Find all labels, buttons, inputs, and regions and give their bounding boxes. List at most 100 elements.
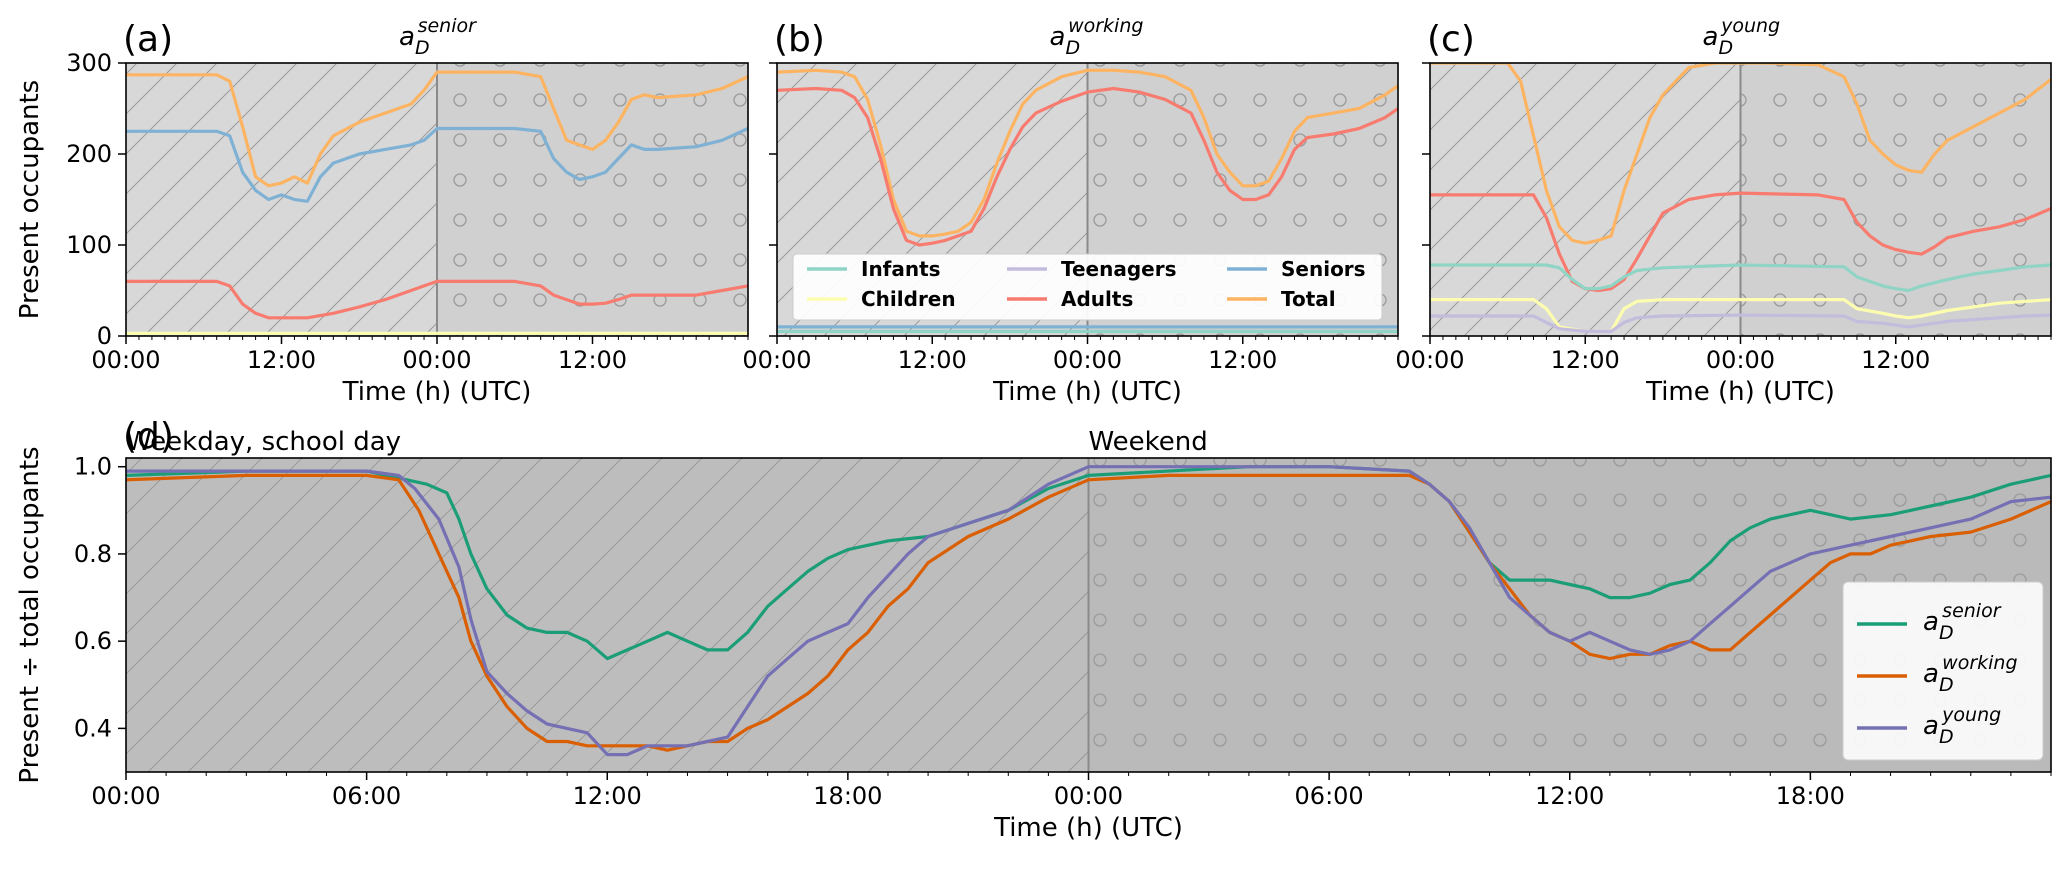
legend-label-total: Total xyxy=(1281,287,1336,311)
panel-letter: (c) xyxy=(1427,19,1475,60)
legend-label-young: aDyoung xyxy=(1923,704,2001,748)
x-tick-label: 00:00 xyxy=(91,346,160,374)
weekday-hatch xyxy=(126,458,1089,772)
x-tick-label: 00:00 xyxy=(1054,782,1123,810)
panel-c: 00:00 12:00 00:00 12:00 Time (h) (UTC) (c) aDy… xyxy=(1395,15,2052,407)
series-line-senior xyxy=(126,465,2051,661)
y-axis-label: Present occupants xyxy=(15,80,45,319)
series-line-total xyxy=(777,68,1398,238)
y-tick-label: 1.0 xyxy=(74,453,112,481)
panel-title: aDsenior xyxy=(399,15,477,59)
x-tick-label: 00:00 xyxy=(742,346,811,374)
panel-title-sup: senior xyxy=(418,15,478,37)
legend-label-senior-sup: senior xyxy=(1942,600,2002,622)
series-line-working xyxy=(126,473,2051,752)
legend: Infants Children Teenagers Adults Seniors Tot… xyxy=(792,253,1383,321)
panel-title: aDyoung xyxy=(1703,15,1781,59)
panel-letter: (d) xyxy=(123,416,174,457)
series-line-total xyxy=(1430,63,2051,245)
x-tick-label: 18:00 xyxy=(813,782,882,810)
x-tick-label: 12:00 xyxy=(1551,346,1620,374)
x-tick-label: 12:00 xyxy=(1535,782,1604,810)
x-axis-label: Time (h) (UTC) xyxy=(342,377,532,407)
region-label-weekday: Weekday, school day xyxy=(126,427,401,457)
y-tick-label: 300 xyxy=(66,49,112,77)
x-tick-label: 12:00 xyxy=(573,782,642,810)
series-group xyxy=(1430,63,2051,333)
legend-label-teenagers: Teenagers xyxy=(1061,257,1177,281)
y-tick-label: 0 xyxy=(97,322,112,350)
x-tick-label: 00:00 xyxy=(91,782,160,810)
panel-title-sup: young xyxy=(1720,15,1780,37)
y-tick-label: 100 xyxy=(66,231,112,259)
series-line-seniors xyxy=(126,126,748,203)
panel-a: 00:00 12:00 00:00 12:00 Time (h) (UTC) 0 100 20… xyxy=(15,15,749,407)
weekend-dots xyxy=(437,63,748,336)
panel-title-base: a xyxy=(1703,22,1719,52)
legend-label-senior-base: a xyxy=(1923,607,1939,637)
panel-d: 00:00 06:00 12:00 18:00 00:00 06:00 12:00 18:00… xyxy=(15,416,2052,843)
legend-label-infants: Infants xyxy=(861,257,941,281)
series-group xyxy=(126,465,2051,757)
panel-title-sub: D xyxy=(1718,37,1733,59)
region-label-weekend: Weekend xyxy=(1089,427,1208,457)
y-tick-label: 0.6 xyxy=(74,627,112,655)
x-axis-label: Time (h) (UTC) xyxy=(992,377,1182,407)
series-group xyxy=(126,70,748,335)
y-tick-label: 200 xyxy=(66,140,112,168)
series-line-young xyxy=(126,465,2051,757)
legend-label-senior: aDsenior xyxy=(1923,600,2002,644)
legend-label-children: Children xyxy=(861,287,956,311)
x-tick-label: 12:00 xyxy=(558,346,627,374)
legend-label-young-text: aDyoung xyxy=(1923,704,2001,748)
panel-title: aDworking xyxy=(1050,15,1144,59)
series-line-total xyxy=(126,70,748,188)
x-tick-label: 06:00 xyxy=(332,782,401,810)
x-tick-label: 12:00 xyxy=(1208,346,1277,374)
legend-label-working-sub: D xyxy=(1939,674,1954,696)
panel-title-base: a xyxy=(399,22,415,52)
legend-label-seniors: Seniors xyxy=(1281,257,1366,281)
legend-label-working: aDworking xyxy=(1923,652,2018,696)
x-tick-label: 18:00 xyxy=(1776,782,1845,810)
x-tick-label: 00:00 xyxy=(1706,346,1775,374)
weekday-hatch xyxy=(126,63,437,336)
x-tick-label: 00:00 xyxy=(1053,346,1122,374)
legend-label-senior-sub: D xyxy=(1939,622,1954,644)
legend-label-working-text: aDworking xyxy=(1923,652,2018,696)
x-tick-label: 12:00 xyxy=(247,346,316,374)
y-tick-label: 0.4 xyxy=(74,714,112,742)
legend-label-adults: Adults xyxy=(1061,287,1133,311)
series-group xyxy=(777,68,1398,333)
x-axis-label: Time (h) (UTC) xyxy=(1645,377,1835,407)
x-tick-label: 00:00 xyxy=(402,346,471,374)
legend-label-young-sup: young xyxy=(1941,704,2001,726)
x-tick-label: 12:00 xyxy=(1861,346,1930,374)
legend-label-young-base: a xyxy=(1923,711,1939,741)
x-tick-label: 12:00 xyxy=(898,346,967,374)
series-line-adults xyxy=(777,86,1398,247)
panel-title-base: a xyxy=(1050,22,1066,52)
y-axis-label: Present ÷ total occupants xyxy=(15,446,45,783)
legend-box xyxy=(1842,581,2044,761)
legend-label-working-sup: working xyxy=(1942,652,2017,674)
panel-title-sub: D xyxy=(1065,37,1080,59)
legend-label-young-sub: D xyxy=(1939,726,1954,748)
y-tick-label: 0.8 xyxy=(74,540,112,568)
series-line-adults xyxy=(126,279,748,320)
x-tick-label: 00:00 xyxy=(1395,346,1464,374)
weekend-dots xyxy=(1740,63,2051,336)
series-line-infants xyxy=(1430,263,2051,293)
panel-title-sup: working xyxy=(1068,15,1143,37)
panel-title-sub: D xyxy=(415,37,430,59)
series-line-teenagers xyxy=(1430,313,2051,333)
legend-label-working-base: a xyxy=(1923,659,1939,689)
panel-letter: (a) xyxy=(123,19,173,60)
x-tick-label: 06:00 xyxy=(1295,782,1364,810)
legend-label-senior-text: aDsenior xyxy=(1923,600,2002,644)
x-axis-label: Time (h) (UTC) xyxy=(993,813,1183,843)
panel-letter: (b) xyxy=(774,19,825,60)
panel-b: 00:00 12:00 00:00 12:00 Time (h) (UTC) (b) aDw… xyxy=(742,15,1399,407)
